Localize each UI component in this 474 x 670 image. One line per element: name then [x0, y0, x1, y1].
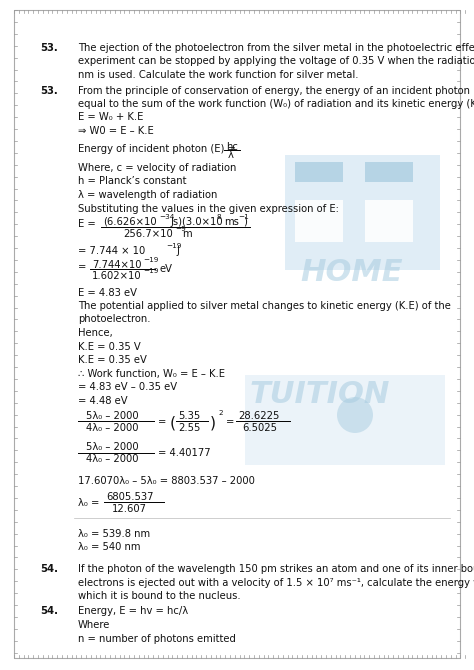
- Text: HOME: HOME: [300, 258, 402, 287]
- Text: 2.55: 2.55: [178, 423, 201, 433]
- Text: (: (: [170, 416, 176, 431]
- Text: experiment can be stopped by applying the voltage of 0.35 V when the radiation 2: experiment can be stopped by applying th…: [78, 56, 474, 66]
- Bar: [245, 375, 445, 465]
- Text: 4λ₀ – 2000: 4λ₀ – 2000: [86, 454, 138, 464]
- Text: −34: −34: [159, 214, 174, 220]
- Text: λ₀ = 540 nm: λ₀ = 540 nm: [78, 543, 140, 553]
- Text: nm is used. Calculate the work function for silver metal.: nm is used. Calculate the work function …: [78, 70, 358, 80]
- Bar: [295, 200, 343, 242]
- Text: 28.6225: 28.6225: [238, 411, 279, 421]
- Text: The ejection of the photoelectron from the silver metal in the photoelectric eff: The ejection of the photoelectron from t…: [78, 43, 474, 53]
- Text: 6.5025: 6.5025: [242, 423, 277, 433]
- Text: 8: 8: [217, 214, 222, 220]
- Bar: [365, 200, 413, 242]
- Text: = 7.744 × 10: = 7.744 × 10: [78, 247, 145, 257]
- Text: −9: −9: [175, 226, 186, 232]
- Text: Energy, E = hv = hc/λ: Energy, E = hv = hc/λ: [78, 606, 188, 616]
- Text: 53.: 53.: [40, 86, 58, 96]
- Text: ⇒ W0 = E – K.E: ⇒ W0 = E – K.E: [78, 126, 154, 136]
- Text: 5λ₀ – 2000: 5λ₀ – 2000: [86, 411, 138, 421]
- Text: equal to the sum of the work function (W₀) of radiation and its kinetic energy (: equal to the sum of the work function (W…: [78, 99, 474, 109]
- Text: eV: eV: [160, 264, 173, 274]
- Text: ∴ Work function, W₀ = E – K.E: ∴ Work function, W₀ = E – K.E: [78, 369, 225, 379]
- Text: If the photon of the wavelength 150 pm strikes an atom and one of its inner boun: If the photon of the wavelength 150 pm s…: [78, 564, 474, 574]
- Text: photoelectron.: photoelectron.: [78, 314, 151, 324]
- Bar: [365, 162, 413, 182]
- Text: = 4.48 eV: = 4.48 eV: [78, 395, 128, 405]
- Text: 4λ₀ – 2000: 4λ₀ – 2000: [86, 423, 138, 433]
- Text: K.E = 0.35 V: K.E = 0.35 V: [78, 342, 141, 352]
- Text: 54.: 54.: [40, 564, 58, 574]
- Text: n = number of photons emitted: n = number of photons emitted: [78, 634, 236, 643]
- Text: ): ): [210, 416, 216, 431]
- Text: E =: E =: [78, 219, 96, 229]
- Text: The potential applied to silver metal changes to kinetic energy (K.E) of the: The potential applied to silver metal ch…: [78, 301, 451, 311]
- Text: 2: 2: [218, 410, 223, 416]
- Text: K.E = 0.35 eV: K.E = 0.35 eV: [78, 355, 147, 365]
- Text: = 4.40177: = 4.40177: [158, 448, 210, 458]
- Text: =: =: [158, 417, 166, 427]
- Text: Where: Where: [78, 620, 110, 630]
- Text: ): ): [243, 217, 247, 227]
- Text: λ = wavelength of radiation: λ = wavelength of radiation: [78, 190, 218, 200]
- Text: 6805.537: 6805.537: [106, 492, 154, 502]
- Text: Js)(3.0×10: Js)(3.0×10: [171, 217, 224, 227]
- Text: ms: ms: [224, 217, 239, 227]
- Text: E = W₀ + K.E: E = W₀ + K.E: [78, 113, 143, 123]
- Text: 5.35: 5.35: [178, 411, 200, 421]
- Text: J: J: [177, 247, 180, 257]
- Text: Where, c = velocity of radiation: Where, c = velocity of radiation: [78, 163, 237, 173]
- Text: λ₀ = 539.8 nm: λ₀ = 539.8 nm: [78, 529, 150, 539]
- Text: 53.: 53.: [40, 43, 58, 53]
- Text: Substituting the values in the given expression of E:: Substituting the values in the given exp…: [78, 204, 339, 214]
- Bar: [295, 162, 343, 182]
- Text: hc: hc: [226, 141, 238, 151]
- Text: From the principle of conservation of energy, the energy of an incident photon (: From the principle of conservation of en…: [78, 86, 474, 96]
- Text: E = 4.83 eV: E = 4.83 eV: [78, 287, 137, 297]
- Text: = 4.83 eV – 0.35 eV: = 4.83 eV – 0.35 eV: [78, 382, 177, 392]
- Text: 5λ₀ – 2000: 5λ₀ – 2000: [86, 442, 138, 452]
- Text: λ: λ: [228, 151, 234, 161]
- Text: 54.: 54.: [40, 606, 58, 616]
- Text: =: =: [78, 262, 86, 272]
- Text: 1.602×10: 1.602×10: [92, 271, 142, 281]
- Text: −19: −19: [143, 257, 158, 263]
- Bar: [285, 155, 440, 270]
- Text: −19: −19: [166, 243, 182, 249]
- Text: (6.626×10: (6.626×10: [103, 217, 156, 227]
- Text: m: m: [182, 229, 191, 239]
- Text: −19: −19: [143, 268, 158, 274]
- Text: −1: −1: [238, 214, 249, 220]
- Text: λ₀ =: λ₀ =: [78, 498, 100, 507]
- Text: h = Planck’s constant: h = Planck’s constant: [78, 176, 186, 186]
- Text: 12.607: 12.607: [112, 503, 147, 513]
- Text: 17.6070λ₀ – 5λ₀ = 8803.537 – 2000: 17.6070λ₀ – 5λ₀ = 8803.537 – 2000: [78, 476, 255, 486]
- Circle shape: [337, 397, 373, 433]
- Text: Hence,: Hence,: [78, 328, 113, 338]
- Text: 256.7×10: 256.7×10: [123, 229, 173, 239]
- Text: which it is bound to the nucleus.: which it is bound to the nucleus.: [78, 591, 241, 601]
- Text: electrons is ejected out with a velocity of 1.5 × 10⁷ ms⁻¹, calculate the energy: electrons is ejected out with a velocity…: [78, 578, 474, 588]
- Text: =: =: [226, 417, 234, 427]
- Text: Energy of incident photon (E) =: Energy of incident photon (E) =: [78, 143, 236, 153]
- Text: TUITION: TUITION: [250, 380, 391, 409]
- Text: 7.744×10: 7.744×10: [92, 260, 142, 270]
